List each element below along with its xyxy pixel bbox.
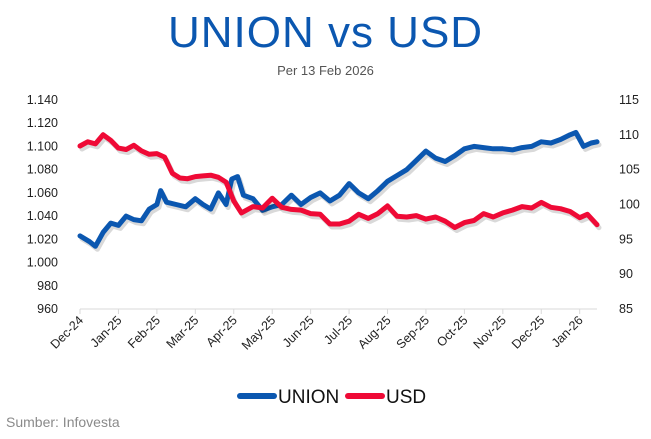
y-right-tick-label: 105 bbox=[619, 163, 640, 177]
y-right-tick-label: 90 bbox=[619, 267, 633, 281]
x-tick-label: Mar-25 bbox=[164, 313, 202, 351]
x-tick-label: May-25 bbox=[239, 313, 278, 352]
y-left-tick-label: 1.060 bbox=[27, 186, 58, 200]
y-left-tick-label: 1.040 bbox=[27, 209, 58, 223]
x-tick-label: Oct-25 bbox=[434, 313, 470, 349]
y-left-tick-label: 1.120 bbox=[27, 116, 58, 130]
x-tick-label: Dec-25 bbox=[509, 313, 547, 351]
series-line-usd bbox=[77, 132, 600, 230]
x-tick-label: Jun-25 bbox=[280, 313, 317, 350]
y-right-tick-label: 100 bbox=[619, 198, 640, 212]
x-tick-label: Aug-25 bbox=[355, 313, 393, 351]
series-line-union bbox=[77, 130, 600, 249]
y-right-tick-label: 95 bbox=[619, 232, 633, 246]
chart-title: UNION vs USD bbox=[167, 8, 484, 57]
x-tick-label: Dec-24 bbox=[48, 313, 86, 351]
x-tick-label: Jan-26 bbox=[549, 313, 586, 350]
y-left-tick-label: 1.020 bbox=[27, 232, 58, 246]
y-left-tick-label: 960 bbox=[37, 302, 58, 316]
legend-label-union: UNION bbox=[278, 387, 339, 408]
chart-subtitle: Per 13 Feb 2026 bbox=[277, 63, 374, 78]
x-tick-label: Apr-25 bbox=[203, 313, 239, 349]
x-tick-label: Jul-25 bbox=[321, 313, 355, 347]
y-left-tick-label: 1.080 bbox=[27, 163, 58, 177]
x-tick-label: Sep-25 bbox=[394, 313, 432, 351]
y-left-tick-label: 1.000 bbox=[27, 256, 58, 270]
y-left-tick-label: 1.140 bbox=[27, 93, 58, 107]
x-tick-label: Feb-25 bbox=[125, 313, 163, 351]
legend-label-usd: USD bbox=[386, 387, 426, 408]
y-right-tick-label: 85 bbox=[619, 302, 633, 316]
y-left-tick-label: 980 bbox=[37, 279, 58, 293]
x-tick-label: Nov-25 bbox=[471, 313, 509, 351]
source-note: Sumber: Infovesta bbox=[6, 414, 120, 430]
y-right-tick-label: 115 bbox=[619, 93, 639, 107]
y-right-tick-label: 110 bbox=[619, 128, 639, 142]
y-left-tick-label: 1.100 bbox=[27, 139, 58, 153]
x-tick-label: Jan-25 bbox=[88, 313, 125, 350]
